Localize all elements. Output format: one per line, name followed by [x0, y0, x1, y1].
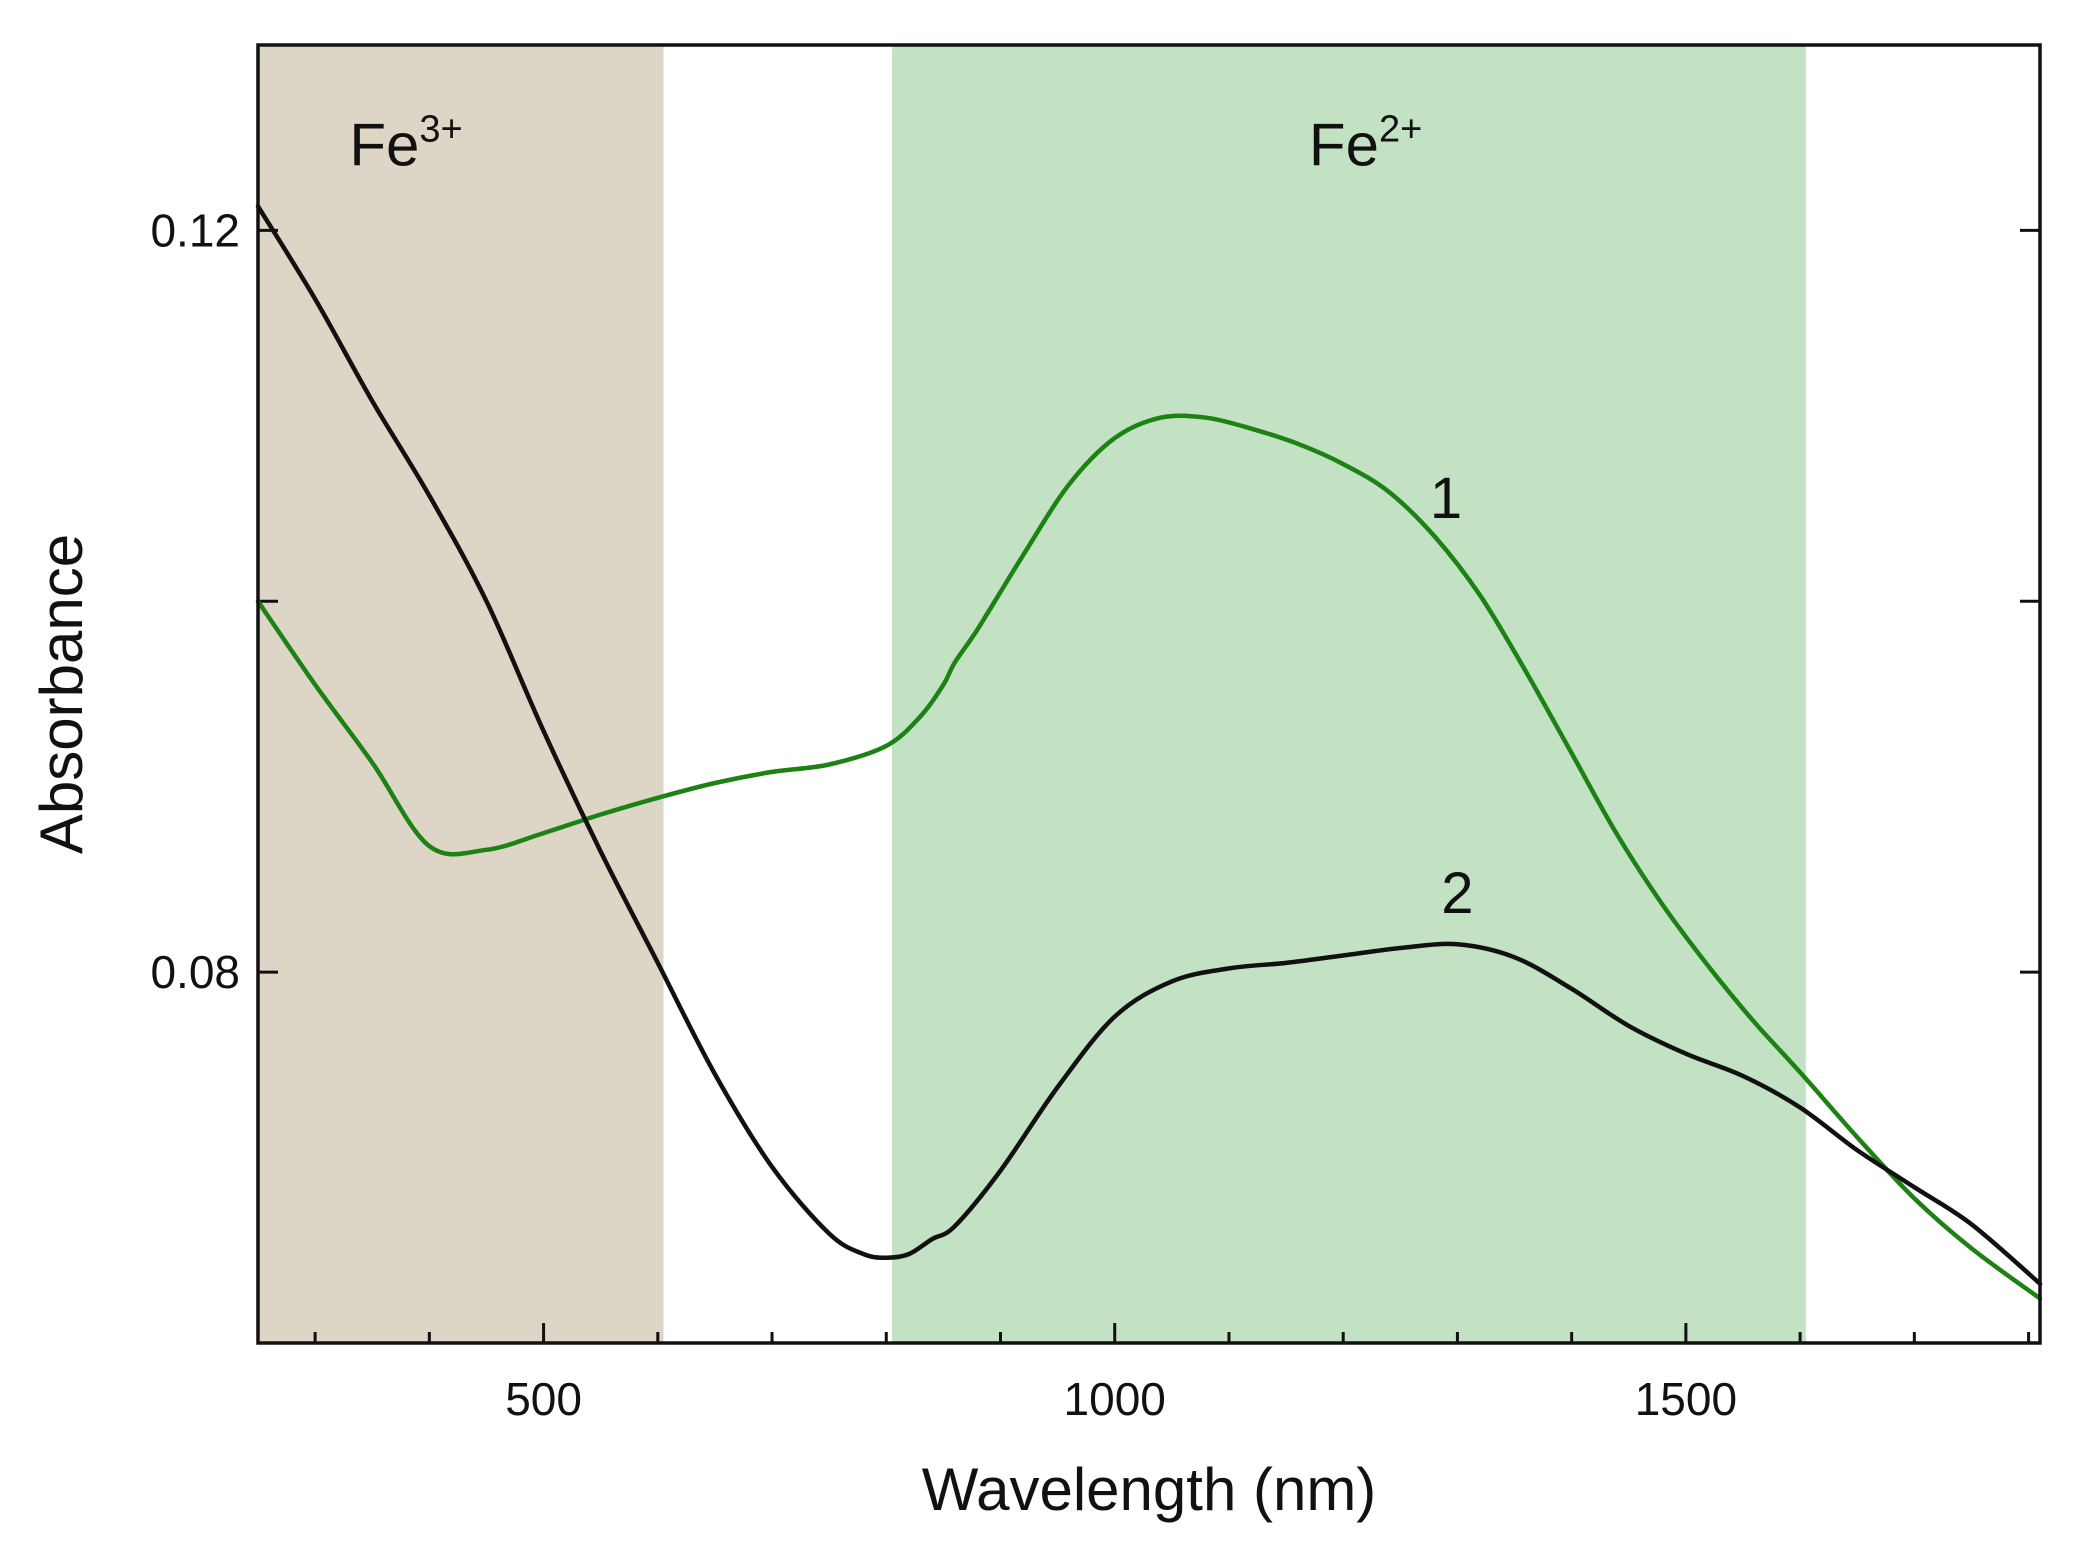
shaded-bands: [258, 45, 1806, 1343]
band-label-fe2-superscript: 2+: [1379, 109, 1422, 151]
data-series: [255, 204, 2043, 1301]
x-axis-label: Wavelength (nm): [922, 1456, 1377, 1523]
band-label-fe2: Fe2+: [1309, 109, 1422, 179]
fe2-band: [891, 45, 1806, 1343]
x-tick-label-1000: 1000: [1064, 1373, 1166, 1425]
series-line-2: [255, 204, 2043, 1286]
series-label-2: 2: [1441, 861, 1473, 926]
band-label-fe3: Fe3+: [349, 109, 462, 179]
series-line-1: [255, 413, 2043, 1301]
y-axis-label: Absorbance: [28, 534, 95, 854]
series-label-1: 1: [1430, 466, 1462, 531]
y-tick-label-0-12: 0.12: [150, 204, 240, 256]
annotations: Fe3+ Fe2+ 1 2 500 1000 1500 0.08 0.12 Wa…: [28, 109, 1737, 1523]
band-label-fe3-superscript: 3+: [419, 109, 462, 151]
x-tick-label-500: 500: [505, 1373, 582, 1425]
band-label-fe2-base: Fe: [1309, 112, 1379, 179]
plot-frame: [256, 43, 2042, 1345]
band-label-fe3-base: Fe: [349, 112, 419, 179]
fe3-band: [258, 45, 664, 1343]
axis-ticks: [258, 228, 2040, 1343]
x-tick-label-1500: 1500: [1635, 1373, 1737, 1425]
y-tick-label-0-08: 0.08: [150, 946, 240, 998]
